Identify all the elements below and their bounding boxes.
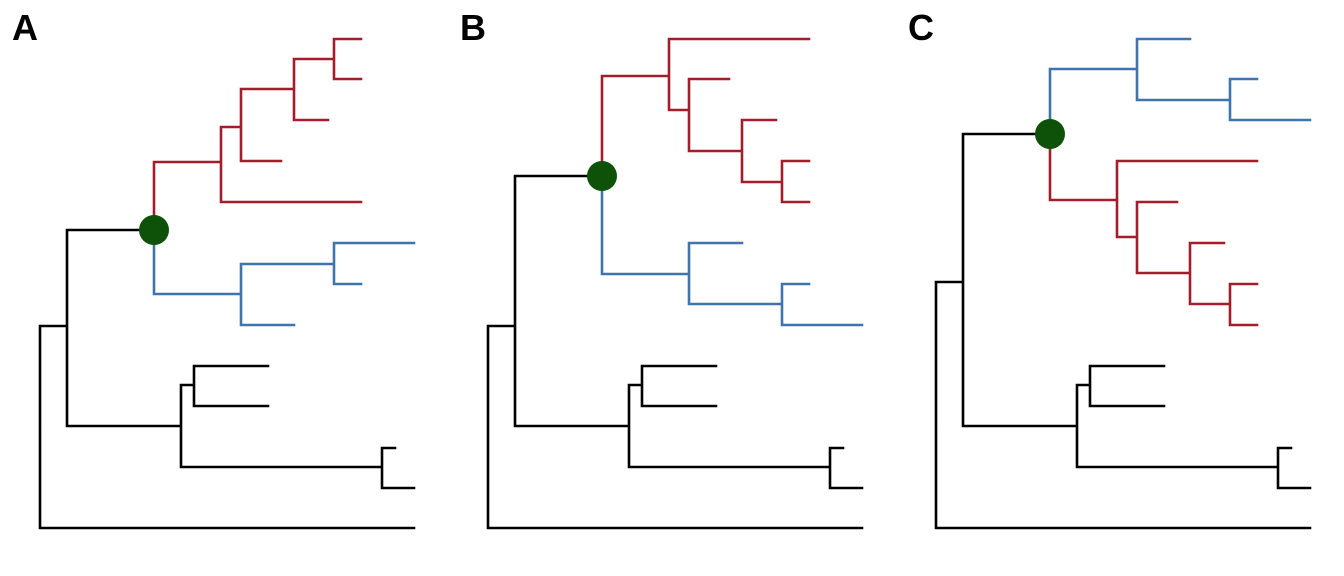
branch-red [600, 37, 811, 204]
branch-blue [600, 174, 864, 327]
branch-black [934, 132, 1312, 530]
clade-node-marker [1035, 119, 1065, 149]
branch-blue [152, 228, 416, 327]
branch-black [38, 228, 416, 530]
branch-red [152, 37, 363, 232]
panel-b: B [448, 0, 896, 576]
panel-c-label: C [908, 7, 934, 48]
panel-c: C [896, 0, 1344, 576]
branch-black [486, 174, 864, 530]
tree-c [934, 37, 1312, 530]
panel-a-label: A [12, 7, 38, 48]
panel-b-label: B [460, 7, 486, 48]
tree-b [486, 37, 864, 530]
clade-node-marker [587, 161, 617, 191]
clade-node-marker [139, 215, 169, 245]
branch-red [1048, 132, 1259, 327]
panel-a: A [0, 0, 448, 576]
tree-a [38, 37, 416, 530]
branch-blue [1048, 37, 1312, 136]
